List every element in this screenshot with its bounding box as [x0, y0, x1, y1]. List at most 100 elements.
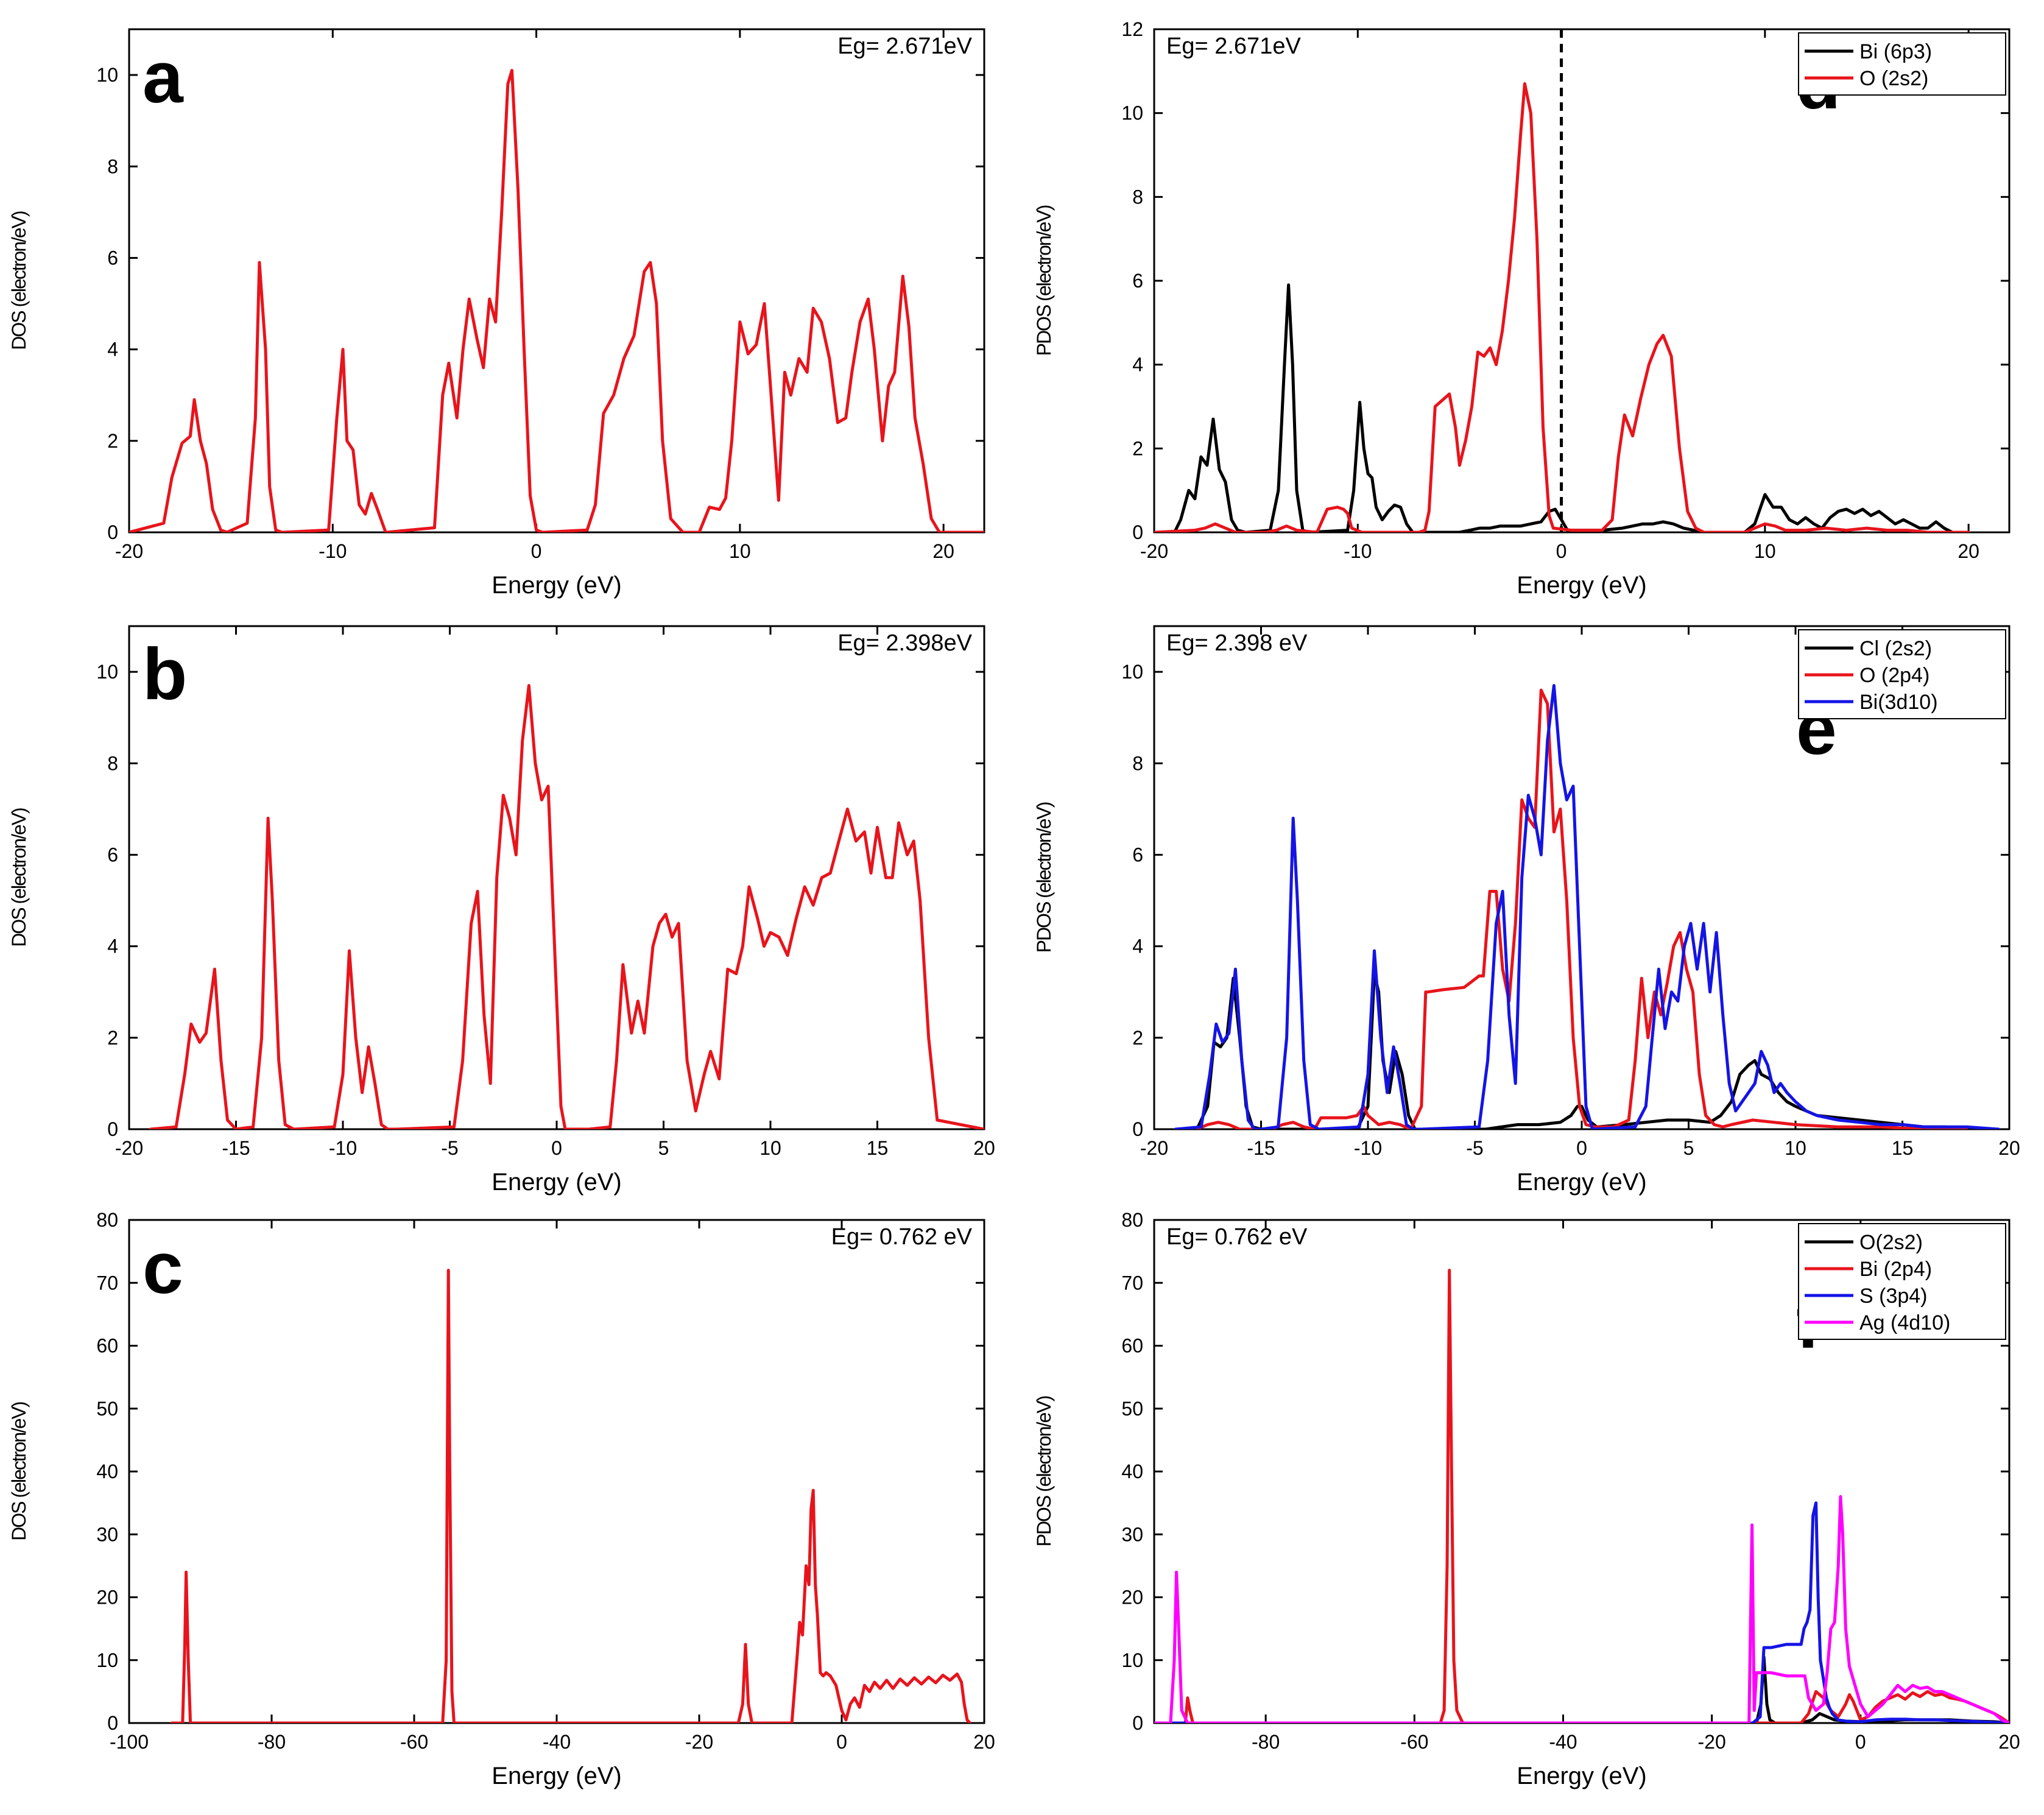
x-tick-label-d-0: -20 [1140, 540, 1168, 562]
y-tick-label-e-0: 0 [1132, 1118, 1143, 1140]
panel-a: -20 -10 0 10 20 0 2 4 6 8 10 Energy (eV) DOS (electr… [8, 28, 985, 599]
y-tick-label-c-7: 70 [96, 1272, 118, 1294]
y-tick-label-d-0: 0 [1132, 521, 1143, 543]
y-axis-label-e: PDOS (electron/eV) [1033, 802, 1055, 953]
y-tick-label-b-0: 0 [107, 1118, 118, 1140]
y-tick-label-f-7: 70 [1121, 1272, 1143, 1294]
band-gap-annotation-b: Eg= 2.398eV [837, 630, 972, 656]
x-tick-label-b-5: 5 [658, 1137, 669, 1159]
panel-b: -20 -15 -10 -5 0 5 10 15 20 0 2 4 6 8 10 Energy (eV) DOS… [8, 625, 995, 1196]
panel-letter-c: c [143, 1227, 183, 1309]
plot-frame-a [128, 28, 985, 534]
y-tick-label-d-5: 10 [1121, 102, 1143, 124]
band-gap-annotation-a: Eg= 2.671eV [837, 33, 972, 59]
x-tick-label-e-2: -10 [1354, 1137, 1382, 1159]
x-tick-label-b-3: -5 [441, 1137, 458, 1159]
x-tick-label-c-1: -80 [258, 1731, 286, 1753]
x-tick-label-f-3: -20 [1698, 1731, 1726, 1753]
y-tick-label-d-1: 2 [1132, 437, 1143, 459]
x-axis-label-c: Energy (eV) [492, 1763, 621, 1789]
y-tick-label-f-8: 80 [1121, 1209, 1143, 1231]
band-gap-annotation-e: Eg= 2.398 eV [1166, 630, 1308, 656]
band-gap-annotation-c: Eg= 0.762 eV [831, 1224, 973, 1250]
x-tick-label-f-1: -60 [1400, 1731, 1428, 1753]
x-axis-label-f: Energy (eV) [1517, 1763, 1646, 1789]
series-line-e-2 [1174, 684, 2000, 1129]
x-tick-label-e-6: 10 [1785, 1137, 1806, 1159]
y-tick-label-f-3: 30 [1121, 1523, 1143, 1545]
x-tick-label-d-1: -10 [1344, 540, 1372, 562]
y-tick-label-e-3: 6 [1132, 844, 1143, 865]
panel-f: -80 -60 -40 -20 0 20 0 10 20 30 40 50 60 70 80 Energy (… [1033, 1209, 2020, 1789]
y-tick-label-d-4: 8 [1132, 186, 1143, 208]
y-tick-label-d-3: 6 [1132, 270, 1143, 292]
x-axis-label-e: Energy (eV) [1517, 1169, 1646, 1196]
y-tick-label-a-3: 6 [107, 247, 118, 269]
plot-frame-d [1153, 28, 2011, 534]
legend-label-e-1: O (2p4) [1859, 664, 1929, 687]
series-line-f-3 [1154, 1495, 2009, 1723]
legend-label-f-3: Ag (4d10) [1859, 1311, 1950, 1334]
legend-e: Cl (2s2) O (2p4) Bi(3d10) [1798, 629, 2006, 719]
y-tick-label-c-5: 50 [96, 1398, 118, 1420]
legend-label-d-0: Bi (6p3) [1859, 40, 1932, 63]
x-tick-label-b-6: 10 [759, 1137, 781, 1159]
series-line-d-1 [1154, 82, 1970, 532]
y-axis-label-c: DOS (electron/eV) [8, 1402, 30, 1541]
y-tick-label-e-5: 10 [1121, 661, 1143, 683]
band-gap-annotation-f: Eg= 0.762 eV [1166, 1224, 1308, 1250]
y-tick-label-b-2: 4 [107, 936, 118, 957]
y-tick-label-e-4: 8 [1132, 752, 1143, 774]
series-line-f-0 [1154, 1655, 2009, 1723]
legend-label-f-2: S (3p4) [1859, 1285, 1928, 1308]
y-tick-label-f-1: 10 [1121, 1649, 1143, 1671]
panel-e: -20 -15 -10 -5 0 5 10 15 20 0 2 4 6 8 10 Energy (eV) PDO… [1033, 625, 2020, 1196]
y-tick-label-a-2: 4 [107, 339, 118, 361]
x-tick-label-b-1: -15 [222, 1137, 250, 1159]
y-tick-label-e-2: 4 [1132, 936, 1143, 957]
x-tick-label-c-0: -100 [110, 1731, 149, 1753]
legend-f: O(2s2) Bi (2p4) S (3p4) Ag (4d10) [1798, 1223, 2006, 1340]
x-tick-label-b-8: 20 [973, 1137, 995, 1159]
series-line-a-0 [129, 69, 984, 532]
x-tick-label-b-2: -10 [329, 1137, 357, 1159]
y-tick-label-d-6: 12 [1121, 18, 1143, 40]
y-tick-label-c-3: 30 [96, 1523, 118, 1545]
x-tick-label-e-5: 5 [1683, 1137, 1694, 1159]
x-tick-label-e-1: -15 [1247, 1137, 1275, 1159]
x-tick-label-e-3: -5 [1466, 1137, 1483, 1159]
band-gap-annotation-d: Eg= 2.671eV [1166, 33, 1301, 59]
legend-label-e-0: Cl (2s2) [1859, 637, 1932, 660]
x-tick-label-f-4: 0 [1855, 1731, 1866, 1753]
y-axis-label-a: DOS (electron/eV) [8, 211, 30, 350]
y-tick-label-c-1: 10 [96, 1649, 118, 1671]
plot-frame-c [128, 1219, 985, 1724]
x-tick-label-a-0: -20 [115, 540, 143, 562]
y-tick-label-c-4: 40 [96, 1461, 118, 1482]
x-tick-label-e-7: 15 [1892, 1137, 1914, 1159]
x-tick-label-b-7: 15 [867, 1137, 889, 1159]
y-tick-label-b-1: 2 [107, 1027, 118, 1049]
panel-d: -20 -10 0 10 20 0 2 4 6 8 10 12 Energy (eV) PDOS (ele… [1033, 18, 2011, 599]
x-tick-label-a-2: 0 [531, 540, 542, 562]
x-tick-label-c-3: -40 [543, 1731, 571, 1753]
x-tick-label-a-4: 20 [932, 540, 954, 562]
legend-label-e-2: Bi(3d10) [1859, 691, 1938, 714]
x-tick-label-f-0: -80 [1252, 1731, 1280, 1753]
y-axis-label-f: PDOS (electron/eV) [1033, 1396, 1055, 1546]
y-tick-label-b-4: 8 [107, 752, 118, 774]
series-line-e-1 [1195, 688, 1968, 1129]
legend-label-f-0: O(2s2) [1859, 1231, 1923, 1254]
legend-label-f-1: Bi (2p4) [1859, 1258, 1932, 1281]
legend-label-d-1: O (2s2) [1859, 67, 1928, 90]
y-tick-label-e-1: 2 [1132, 1027, 1143, 1049]
x-tick-label-c-4: -20 [685, 1731, 713, 1753]
x-tick-label-e-8: 20 [1998, 1137, 2020, 1159]
panel-letter-b: b [143, 633, 187, 715]
x-tick-label-f-2: -40 [1549, 1731, 1577, 1753]
y-tick-label-f-0: 0 [1132, 1712, 1143, 1734]
y-axis-label-b: DOS (electron/eV) [8, 808, 30, 947]
y-tick-label-b-5: 10 [96, 661, 118, 683]
series-line-d-0 [1172, 283, 1970, 532]
